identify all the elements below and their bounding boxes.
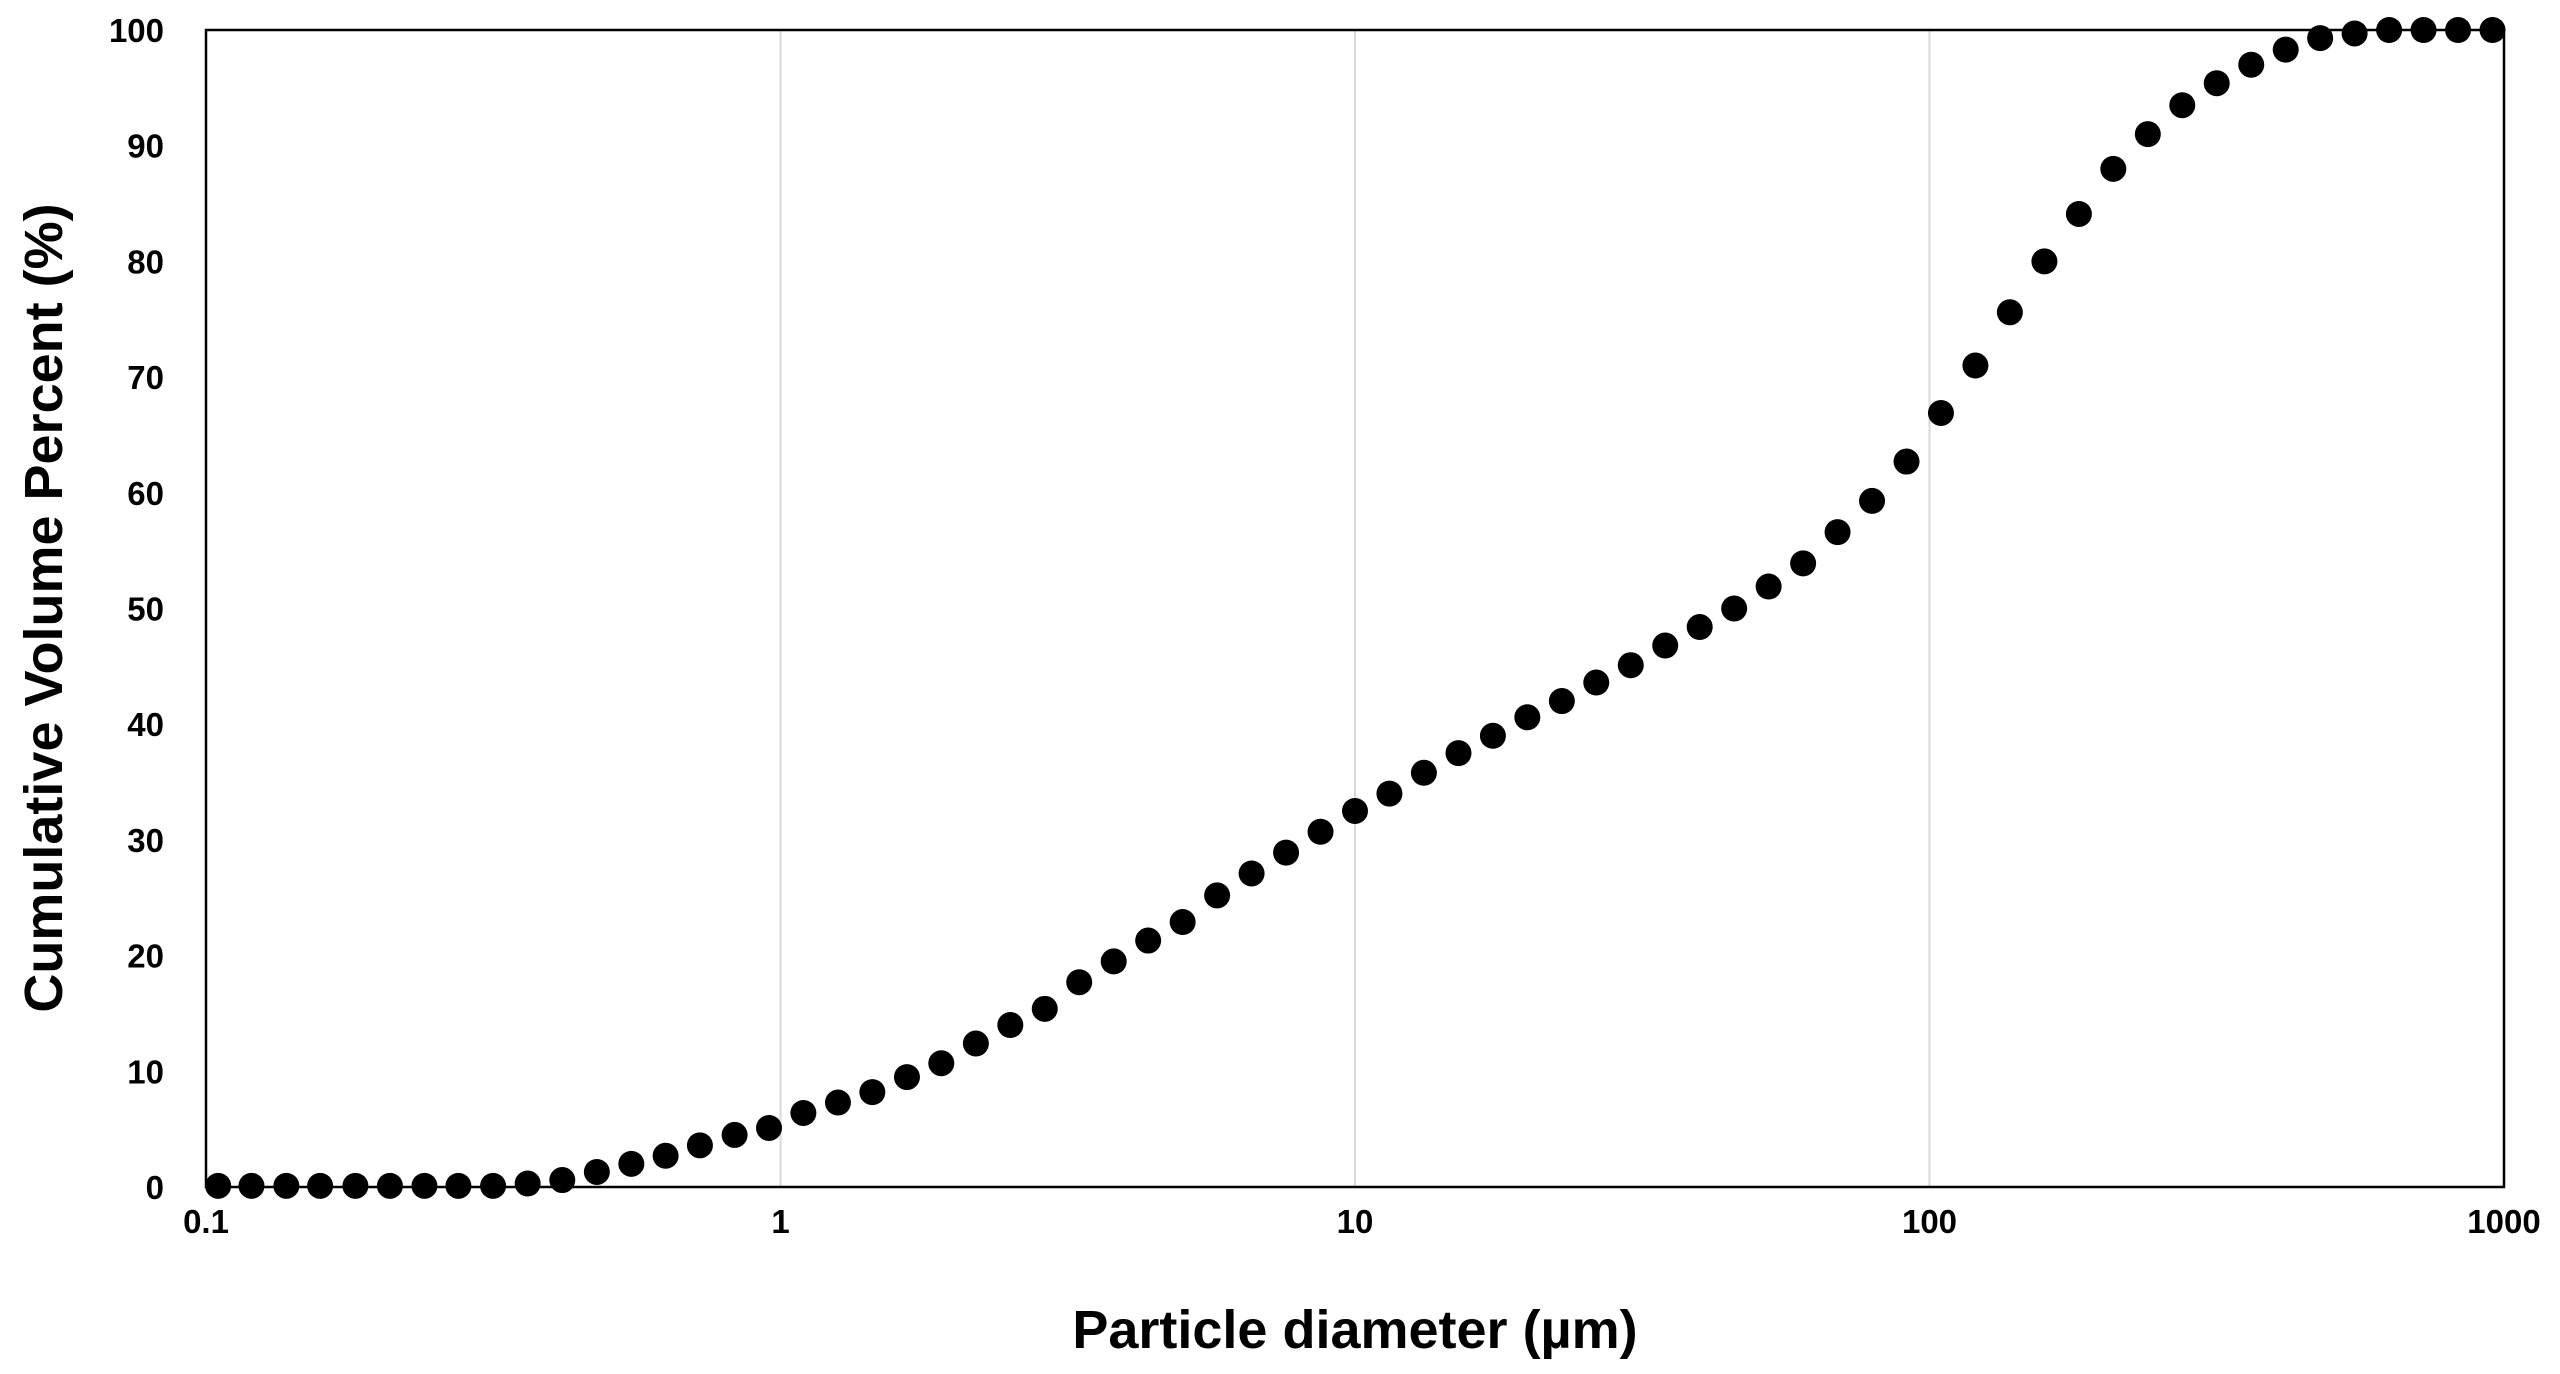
data-point	[2341, 20, 2368, 47]
data-point	[2238, 51, 2265, 78]
data-point	[686, 1132, 713, 1159]
data-point	[652, 1142, 679, 1169]
data-point	[997, 1012, 1024, 1039]
x-tick-label: 1000	[2467, 1203, 2540, 1240]
y-tick-label: 50	[127, 591, 164, 628]
data-point	[238, 1172, 265, 1199]
data-series	[205, 17, 2506, 1199]
data-point	[1204, 882, 1231, 909]
data-point	[1859, 487, 1886, 514]
data-point	[583, 1158, 610, 1185]
data-point	[1755, 573, 1782, 600]
data-point	[1548, 688, 1575, 715]
data-point	[962, 1030, 989, 1057]
data-point	[342, 1172, 369, 1199]
data-point	[2272, 36, 2299, 63]
data-point	[721, 1121, 748, 1148]
x-tick-label: 10	[1337, 1203, 1374, 1240]
data-point	[1514, 704, 1541, 731]
data-point	[1410, 759, 1437, 786]
gridlines	[779, 30, 1931, 1187]
data-point	[824, 1089, 851, 1116]
data-point	[1893, 448, 1920, 475]
data-point	[2479, 17, 2506, 43]
data-point	[1617, 652, 1644, 679]
data-point	[549, 1167, 576, 1194]
data-point	[1238, 860, 1265, 887]
data-point	[376, 1172, 403, 1199]
data-point	[1307, 818, 1334, 845]
data-point	[2031, 248, 2058, 275]
data-point	[1824, 519, 1851, 546]
data-point	[1376, 780, 1403, 807]
data-point	[618, 1150, 645, 1177]
y-tick-label: 30	[127, 822, 164, 859]
data-point	[1100, 948, 1127, 975]
data-point	[2134, 121, 2161, 148]
data-point	[859, 1079, 886, 1106]
data-point	[2169, 92, 2196, 119]
data-point	[411, 1172, 438, 1199]
data-point	[1790, 550, 1817, 577]
data-point	[2445, 17, 2472, 43]
data-point	[205, 1172, 232, 1199]
data-point	[1652, 632, 1679, 659]
data-point	[2065, 200, 2092, 227]
data-point	[1686, 614, 1713, 641]
plot-area-frame	[204, 28, 2506, 1189]
data-point	[1996, 299, 2023, 326]
x-tick-label: 100	[1902, 1203, 1957, 1240]
data-point	[756, 1114, 783, 1141]
data-point	[2376, 17, 2403, 43]
data-point	[2100, 155, 2127, 182]
y-tick-label: 80	[127, 243, 164, 280]
data-point	[307, 1172, 334, 1199]
data-point	[1962, 352, 1989, 379]
data-point	[2410, 17, 2437, 43]
data-point	[1066, 969, 1093, 996]
data-point	[445, 1172, 472, 1199]
data-point	[1479, 722, 1506, 749]
y-tick-label: 90	[127, 128, 164, 165]
data-point	[1342, 797, 1368, 824]
data-point	[790, 1099, 817, 1126]
y-tick-label: 70	[127, 359, 164, 396]
data-point	[1031, 995, 1058, 1022]
data-point	[1927, 399, 1954, 426]
x-tick-label: 1	[771, 1203, 789, 1240]
data-point	[893, 1064, 920, 1091]
data-point	[2203, 70, 2230, 97]
y-tick-label: 10	[127, 1053, 164, 1090]
y-tick-label: 60	[127, 475, 164, 512]
y-axis-ticks: 0 10 20 30 40 50 60 70 80 90 100	[109, 12, 164, 1206]
x-axis-title: Particle diameter (µm)	[1072, 1300, 1637, 1360]
data-point	[480, 1172, 507, 1199]
data-point	[2307, 25, 2334, 52]
x-axis-ticks: 0.1 1 10 100 1000	[183, 1203, 2541, 1240]
data-point	[514, 1170, 541, 1197]
data-point	[1169, 909, 1196, 936]
data-point	[1135, 927, 1162, 954]
y-axis-title: Cumulative Volume Percent (%)	[14, 203, 74, 1012]
y-tick-label: 100	[109, 12, 164, 49]
data-point	[1273, 839, 1300, 866]
x-tick-label: 0.1	[183, 1203, 229, 1240]
data-point	[273, 1172, 300, 1199]
data-point	[928, 1050, 955, 1077]
y-tick-label: 0	[146, 1169, 164, 1206]
y-tick-label: 20	[127, 938, 164, 975]
data-point	[1721, 595, 1748, 622]
data-point	[1445, 740, 1472, 767]
y-tick-label: 40	[127, 706, 164, 743]
data-point	[1583, 669, 1610, 696]
